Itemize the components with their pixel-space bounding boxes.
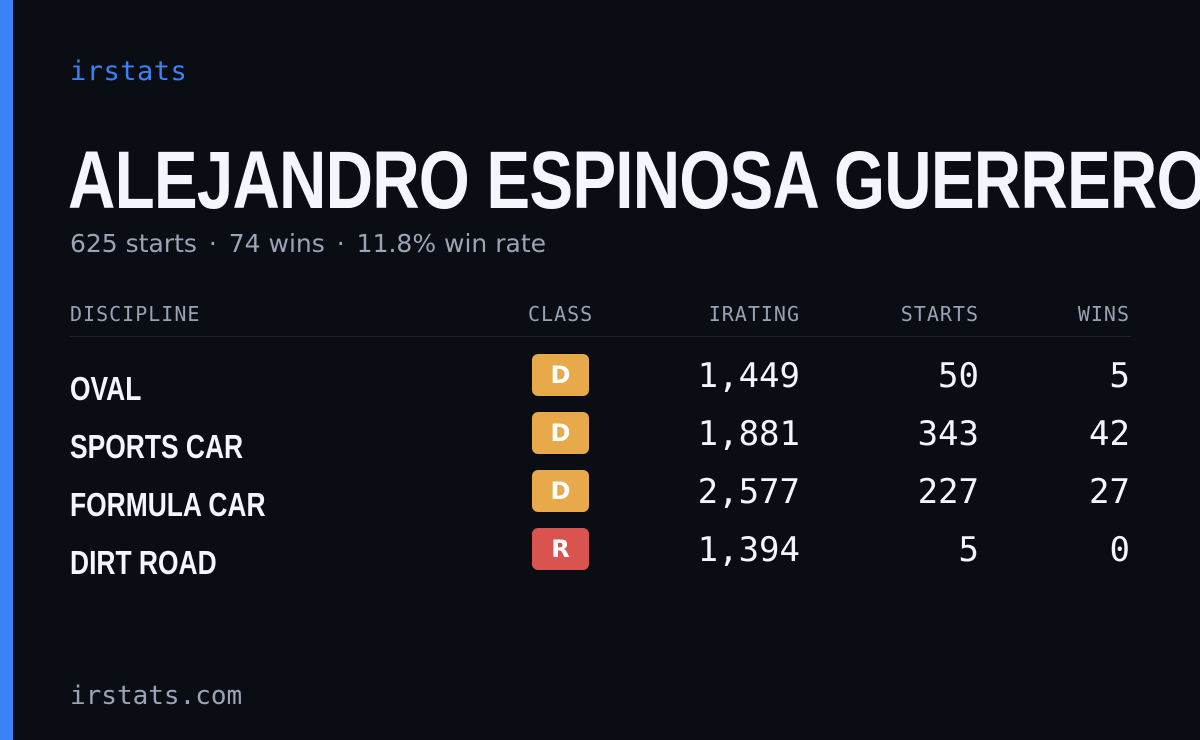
wins-count: 74 wins [228, 229, 325, 258]
column-header-discipline: DISCIPLINE [70, 302, 201, 326]
starts-value: 5 [958, 530, 979, 570]
starts-count: 625 starts [70, 229, 197, 258]
discipline-name: OVAL [70, 370, 142, 407]
discipline-name: SPORTS CAR [70, 428, 244, 465]
class-badge: D [532, 412, 589, 454]
irating-value: 1,394 [697, 530, 800, 570]
class-badge: D [532, 354, 589, 396]
win-rate: 11.8% win rate [356, 229, 547, 258]
driver-summary: 625 starts · 74 wins · 11.8% win rate [70, 229, 546, 258]
accent-bar [0, 0, 13, 740]
table-row: DIRT ROAD R 1,394 5 0 [70, 522, 1131, 581]
starts-value: 343 [917, 414, 979, 454]
table-row: SPORTS CAR D 1,881 343 42 [70, 406, 1131, 465]
table-row: FORMULA CAR D 2,577 227 27 [70, 464, 1131, 523]
driver-name: ALEJANDRO ESPINOSA GUERRERO [68, 135, 1200, 226]
starts-value: 50 [938, 356, 979, 396]
wins-value: 0 [1109, 530, 1130, 570]
irating-value: 2,577 [697, 472, 800, 512]
column-header-class: CLASS [528, 302, 594, 326]
wins-value: 27 [1089, 472, 1130, 512]
column-header-wins: WINS [1077, 302, 1130, 326]
brand-logo: irstats [70, 56, 188, 87]
separator: · [208, 229, 217, 258]
table-body: OVAL D 1,449 50 5 SPORTS CAR D 1,881 343… [70, 348, 1131, 581]
column-header-starts: STARTS [900, 302, 979, 326]
class-badge: R [532, 528, 589, 570]
class-badge: D [532, 470, 589, 512]
discipline-name: FORMULA CAR [70, 486, 266, 523]
column-header-irating: IRATING [708, 302, 800, 326]
starts-value: 227 [917, 472, 979, 512]
wins-value: 42 [1089, 414, 1130, 454]
irating-value: 1,449 [697, 356, 800, 396]
table-row: OVAL D 1,449 50 5 [70, 348, 1131, 407]
irating-value: 1,881 [697, 414, 800, 454]
license-table: DISCIPLINE CLASS IRATING STARTS WINS OVA… [70, 296, 1131, 581]
discipline-name: DIRT ROAD [70, 544, 217, 581]
footer-url: irstats.com [70, 681, 243, 711]
separator: · [336, 229, 345, 258]
wins-value: 5 [1109, 356, 1130, 396]
table-header: DISCIPLINE CLASS IRATING STARTS WINS [70, 296, 1131, 337]
